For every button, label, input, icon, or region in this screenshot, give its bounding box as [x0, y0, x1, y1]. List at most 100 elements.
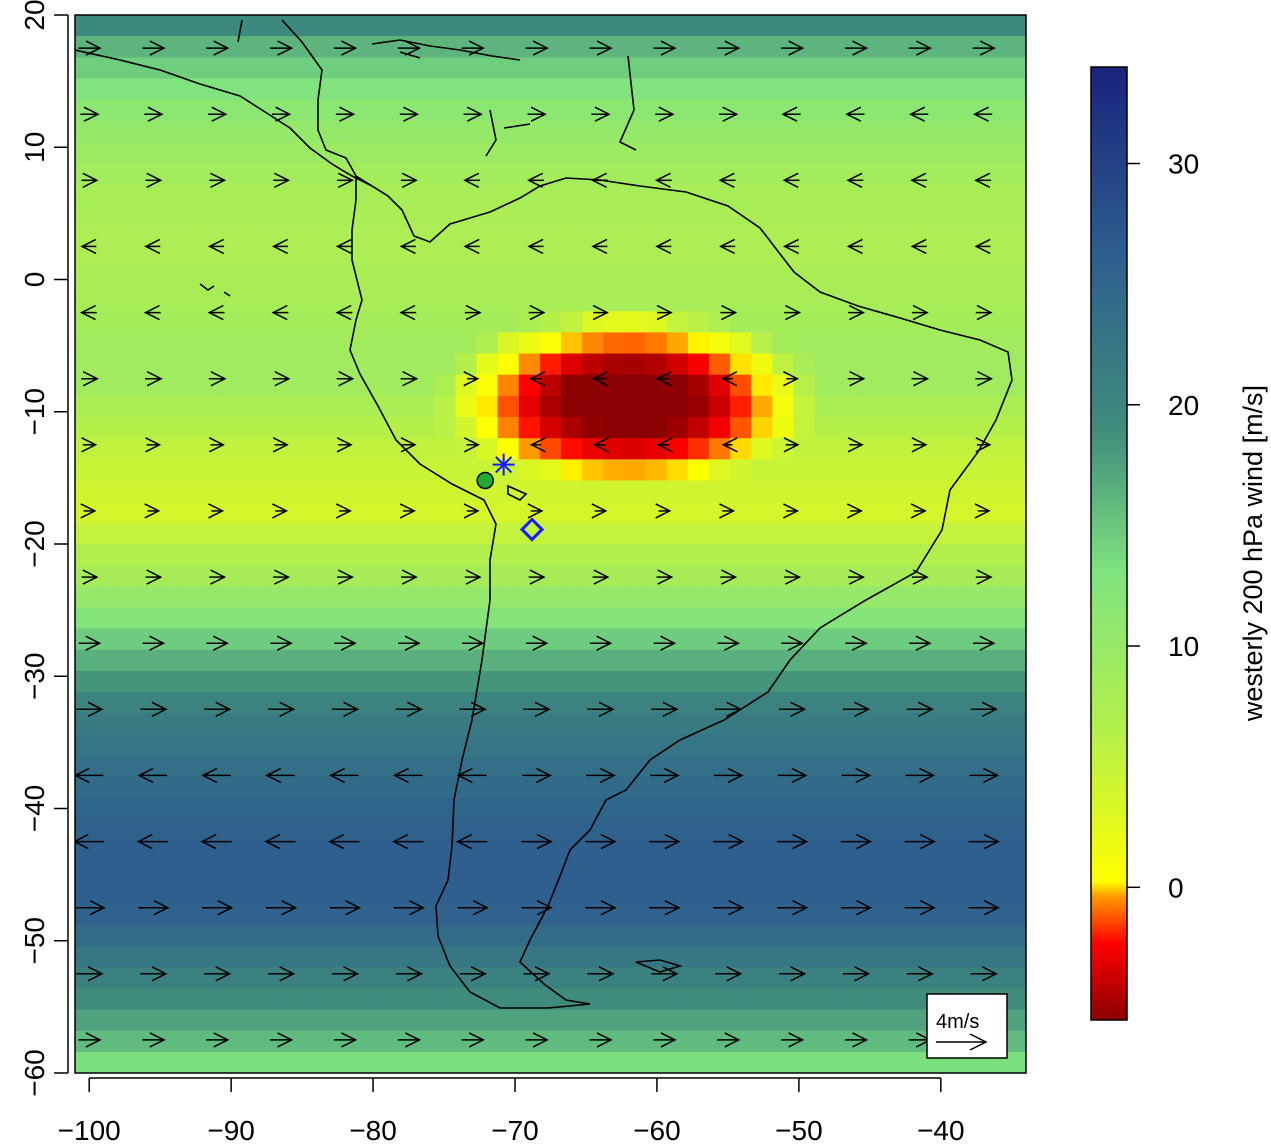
heatmap-cell	[286, 120, 309, 143]
heatmap-cell	[518, 78, 541, 101]
wind-arrow-head	[472, 900, 489, 916]
wind-arrow-head	[852, 1032, 869, 1048]
heatmap-cell	[624, 840, 647, 862]
heatmap-cell	[413, 57, 435, 80]
heatmap-cell	[582, 395, 604, 418]
heatmap-cell	[349, 459, 372, 482]
heatmap-cell	[349, 290, 372, 312]
heatmap-cell	[201, 99, 224, 122]
heatmap-cell	[413, 205, 435, 228]
heatmap-cell	[244, 692, 266, 714]
wind-arrow	[138, 900, 170, 916]
heatmap-cell	[222, 99, 245, 122]
wind-arrow-head	[856, 833, 873, 850]
heatmap-cell	[772, 1051, 795, 1073]
heatmap-cell	[201, 967, 224, 989]
heatmap-cell	[1004, 924, 1026, 947]
heatmap-cell	[603, 480, 626, 503]
heatmap-cell	[920, 713, 943, 736]
heatmap-cell	[624, 734, 647, 757]
wind-arrow	[846, 238, 863, 255]
heatmap-cell	[899, 395, 921, 418]
heatmap-cell	[307, 692, 330, 714]
heatmap-cell	[75, 226, 97, 249]
heatmap-cell	[349, 797, 372, 820]
heatmap-cell	[687, 57, 710, 80]
heatmap-cell	[920, 184, 943, 207]
heatmap-cell	[666, 353, 689, 376]
heatmap-cell	[751, 946, 773, 968]
heatmap-cell	[392, 1030, 414, 1053]
heatmap-cell	[856, 565, 879, 587]
heatmap-cell	[835, 395, 858, 418]
heatmap-cell	[899, 967, 921, 989]
heatmap-cell	[138, 268, 161, 291]
heatmap-cell	[962, 522, 985, 545]
heatmap-cell	[201, 819, 224, 841]
heatmap-cell	[159, 1009, 182, 1032]
heatmap-cell	[666, 755, 689, 778]
heatmap-cell	[75, 967, 97, 989]
wind-arrow-head	[405, 1032, 422, 1048]
heatmap-cell	[687, 924, 710, 947]
heatmap-cell	[539, 353, 562, 376]
heatmap-cell	[730, 692, 752, 714]
heatmap-cell	[286, 607, 309, 630]
heatmap-cell	[983, 57, 1006, 80]
heatmap-cell	[222, 670, 245, 693]
heatmap-cell	[687, 946, 710, 968]
heatmap-cell	[539, 586, 562, 609]
heatmap-cell	[476, 544, 499, 566]
heatmap-cell	[265, 649, 287, 672]
heatmap-cell	[793, 861, 816, 884]
heatmap-cell	[751, 840, 773, 862]
heatmap-cell	[941, 290, 964, 312]
heatmap-cell	[180, 395, 203, 418]
heatmap-cell	[159, 99, 182, 122]
heatmap-cell	[603, 57, 626, 80]
heatmap-cell	[709, 99, 731, 122]
heatmap-cell	[222, 501, 245, 524]
wind-arrow-head	[80, 503, 97, 519]
heatmap-cell	[983, 141, 1006, 164]
heatmap-cell	[941, 946, 964, 968]
heatmap-cell	[138, 797, 161, 820]
heatmap-cell	[899, 36, 921, 58]
heatmap-cell	[687, 670, 710, 693]
wind-arrow-head	[783, 437, 800, 453]
heatmap-cell	[1004, 395, 1026, 418]
wind-arrow	[455, 833, 488, 850]
heatmap-cell	[117, 78, 139, 101]
heatmap-cell	[392, 417, 414, 439]
heatmap-cell	[328, 670, 351, 693]
heatmap-cell	[180, 353, 203, 376]
heatmap-cell	[349, 247, 372, 270]
heatmap-cell	[709, 797, 731, 820]
heatmap-cell	[328, 797, 351, 820]
heatmap-cell	[413, 1051, 435, 1073]
heatmap-cell	[370, 163, 393, 185]
heatmap-cell	[96, 247, 118, 270]
wind-arrow-head	[399, 503, 416, 519]
heatmap-cell	[814, 1030, 837, 1053]
wind-arrow	[910, 238, 927, 255]
heatmap-cell	[138, 459, 161, 482]
heatmap-cell	[244, 840, 266, 862]
wind-arrow	[525, 1032, 549, 1048]
x-axis: −100 −90 −80 −70 −60 −50 −40	[58, 1077, 965, 1146]
heatmap-cell	[962, 734, 985, 757]
heatmap-cell	[624, 776, 647, 799]
wind-arrow	[397, 1032, 422, 1048]
heatmap-cell	[286, 459, 309, 482]
heatmap-cell	[561, 36, 583, 58]
heatmap-cell	[518, 586, 541, 609]
heatmap-cell	[793, 57, 816, 80]
heatmap-cell	[962, 924, 985, 947]
wind-arrow-head	[721, 371, 738, 387]
wind-arrow	[844, 1032, 869, 1048]
heatmap-cell	[666, 861, 689, 884]
wind-arrow	[401, 569, 418, 585]
heatmap-cell	[265, 141, 287, 164]
heatmap-cell	[603, 819, 626, 841]
heatmap-cell	[793, 205, 816, 228]
